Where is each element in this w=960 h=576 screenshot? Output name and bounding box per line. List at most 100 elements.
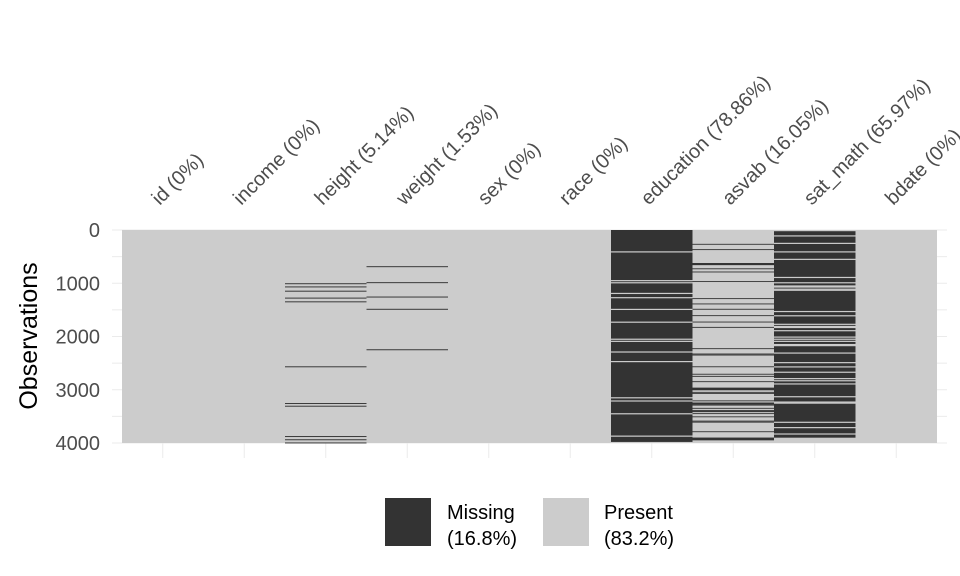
column-label-income: income (0%) [229,115,324,210]
present-gap [774,330,856,332]
present-gap [774,396,856,398]
missing-cell [366,296,448,298]
legend-item-missing: Missing (16.8%) [385,498,517,550]
present-gap [611,251,693,253]
missing-cell [692,375,774,377]
missing-cell [366,266,448,268]
missing-cell [692,420,774,422]
missing-cell [692,321,774,323]
missing-cell [285,366,367,368]
y-tick-label: 2000 [56,327,101,349]
present-gap [774,433,856,435]
present-gap [774,340,856,342]
present-gap [611,413,693,415]
missing-cell [692,416,774,418]
legend-item-present: Present (83.2%) [543,498,674,550]
column-labels: id (0%) income (0%)height (5.14%)weight (… [148,71,960,210]
missing-cell [611,230,693,442]
missing-cell [692,421,774,423]
present-gap [611,435,693,437]
present-gap [774,427,856,429]
missing-cell [692,315,774,317]
present-gap [774,421,856,423]
legend-label: Present [604,502,673,524]
present-gap [611,340,693,342]
present-block [448,230,530,443]
present-gap [774,230,856,232]
missing-cell [692,281,774,283]
column-height [285,230,367,444]
present-block [855,230,937,443]
column-race [529,230,611,443]
present-gap [774,362,856,364]
present-block [529,230,611,443]
y-tick-label: 3000 [56,380,101,402]
missing-cell [692,437,774,441]
column-label-race: race (0%) [555,133,632,210]
present-gap [774,282,856,284]
y-tick-label: 4000 [56,433,101,455]
missing-cell [285,286,367,288]
present-gap [774,288,856,290]
present-block [692,230,774,443]
present-gap [774,258,856,260]
column-income [203,230,285,443]
present-block [366,230,448,443]
missing-cell [692,303,774,305]
present-gap [774,315,856,317]
present-gap [774,401,856,403]
missing-cell [692,353,774,355]
missing-cell [692,326,774,328]
present-gap [611,321,693,323]
present-block [203,230,285,443]
missing-cell [285,297,367,299]
column-id [122,230,204,443]
present-gap [774,371,856,373]
missing-cell [774,230,856,438]
missing-cell [692,366,774,368]
present-gap [774,289,856,291]
present-gap [611,292,693,295]
present-gap [611,360,693,363]
y-tick-label: 1000 [56,273,101,295]
column-bdate [855,230,937,443]
present-gap [774,383,856,385]
legend-swatch [543,498,589,546]
legend: Missing (16.8%) Present (83.2%) [385,498,674,550]
missing-cell [366,308,448,310]
present-block [122,230,204,443]
y-axis-title: Observations [15,262,43,409]
column-sat_math [774,230,856,443]
missing-cell [285,442,367,444]
present-gap [774,310,856,313]
missing-cell [692,249,774,251]
missing-cell [366,349,448,351]
missing-cell [285,283,367,285]
column-sex [448,230,530,443]
y-tick-label: 0 [89,220,100,242]
missing-cell [285,290,367,292]
missing-cell [366,282,448,284]
missing-cell [692,243,774,245]
missing-cell [692,387,774,391]
missing-cell [692,348,774,350]
present-block [285,230,367,443]
present-gap [774,285,856,287]
y-axis-ticks: 0 1000 2000 3000 4000 [56,220,101,455]
present-gap [774,343,856,346]
missing-cell [692,263,774,266]
present-gap [611,397,693,399]
missing-cell [692,381,774,383]
present-gap [611,308,693,311]
missing-cell [692,400,774,402]
present-gap [774,378,856,380]
column-asvab [692,230,774,443]
missing-cell [692,268,774,270]
missing-cell [692,391,774,393]
present-gap [774,276,856,279]
present-gap [611,351,693,353]
present-gap [774,235,856,237]
present-gap [611,282,693,284]
missing-cell [285,301,367,303]
